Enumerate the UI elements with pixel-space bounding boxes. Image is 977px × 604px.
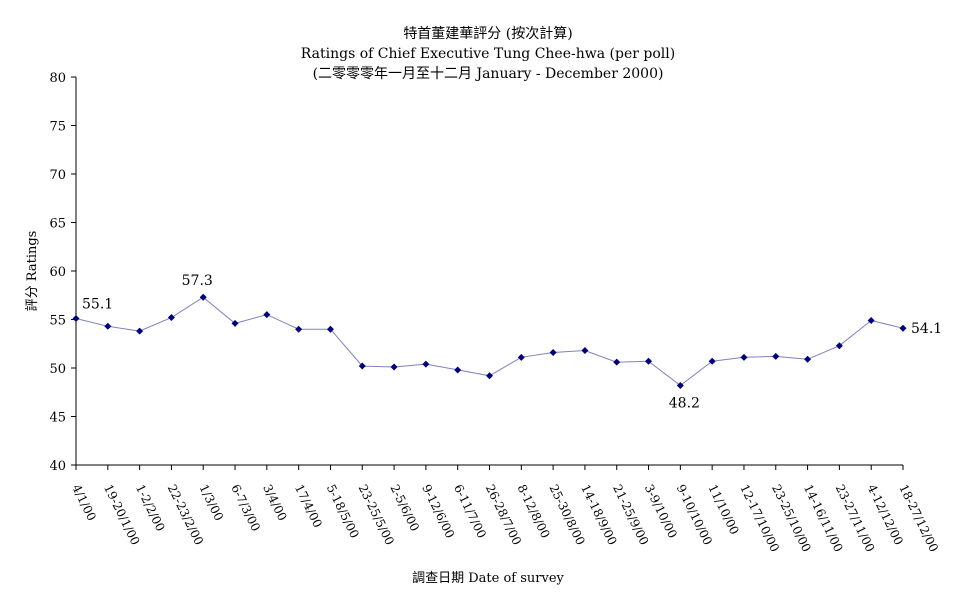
x-axis-title: 調查日期 Date of survey	[412, 571, 564, 586]
data-point	[422, 360, 430, 368]
y-tick-label: 50	[49, 362, 66, 377]
data-point	[72, 315, 80, 323]
data-point	[231, 319, 239, 327]
data-point	[517, 353, 525, 361]
data-point	[676, 381, 684, 389]
data-point	[645, 357, 653, 365]
data-point	[549, 348, 557, 356]
y-tick-label: 65	[49, 217, 66, 232]
data-point	[835, 342, 843, 350]
data-point	[136, 327, 144, 335]
chart-subtitle: Ratings of Chief Executive Tung Chee-hwa…	[301, 46, 675, 62]
y-tick-label: 45	[49, 411, 66, 426]
x-tick-label: 6-7/3/00	[228, 482, 263, 533]
y-tick-label: 60	[49, 265, 66, 280]
x-tick-label: 11/10/00	[705, 482, 741, 537]
x-tick-label: 1/3/00	[197, 482, 227, 523]
series: 55.1 57.3 48.2 54.1	[72, 273, 942, 411]
x-tick-label: 18-27/12/00	[896, 482, 941, 554]
data-point	[199, 293, 207, 301]
data-point	[740, 353, 748, 361]
data-label: 54.1	[911, 321, 942, 337]
y-tick-label: 75	[49, 120, 66, 135]
data-label: 48.2	[669, 395, 700, 411]
data-point	[104, 322, 112, 330]
y-tick-label: 70	[49, 168, 66, 183]
y-axis-title: 評分 Ratings	[25, 231, 40, 312]
x-tick-label: 5-18/5/00	[324, 482, 362, 540]
data-point	[263, 311, 271, 319]
data-point	[167, 314, 175, 322]
y-tick-label: 80	[49, 71, 66, 86]
data-point	[708, 357, 716, 365]
data-label: 55.1	[82, 297, 113, 313]
x-tick-label: 1-2/2/00	[133, 482, 168, 533]
x-tick-label: 17/4/00	[292, 482, 325, 530]
data-point	[772, 352, 780, 360]
data-label: 57.3	[182, 273, 213, 289]
x-tick-label: 9-12/6/00	[419, 482, 457, 540]
data-point	[390, 363, 398, 371]
data-point	[326, 325, 334, 333]
data-point	[486, 372, 493, 380]
y-tick-label: 55	[49, 314, 66, 329]
x-tick-label: 4/1/00	[69, 482, 99, 523]
data-point	[899, 324, 907, 332]
data-point	[804, 355, 812, 363]
data-point	[613, 358, 621, 366]
y-tick-label: 40	[49, 459, 66, 474]
data-point	[581, 347, 589, 355]
series-line	[75, 296, 904, 387]
x-tick-label: 3/4/00	[260, 482, 290, 523]
data-point	[454, 366, 462, 374]
data-point	[358, 362, 366, 370]
data-point	[867, 316, 875, 324]
x-tick-label: 2-5/6/00	[387, 482, 422, 533]
data-point	[295, 325, 303, 333]
chart-title: 特首董建華評分 (按次計算)	[403, 26, 572, 42]
chart-date-range: (二零零零年一月至十二月 January - December 2000)	[313, 66, 664, 82]
